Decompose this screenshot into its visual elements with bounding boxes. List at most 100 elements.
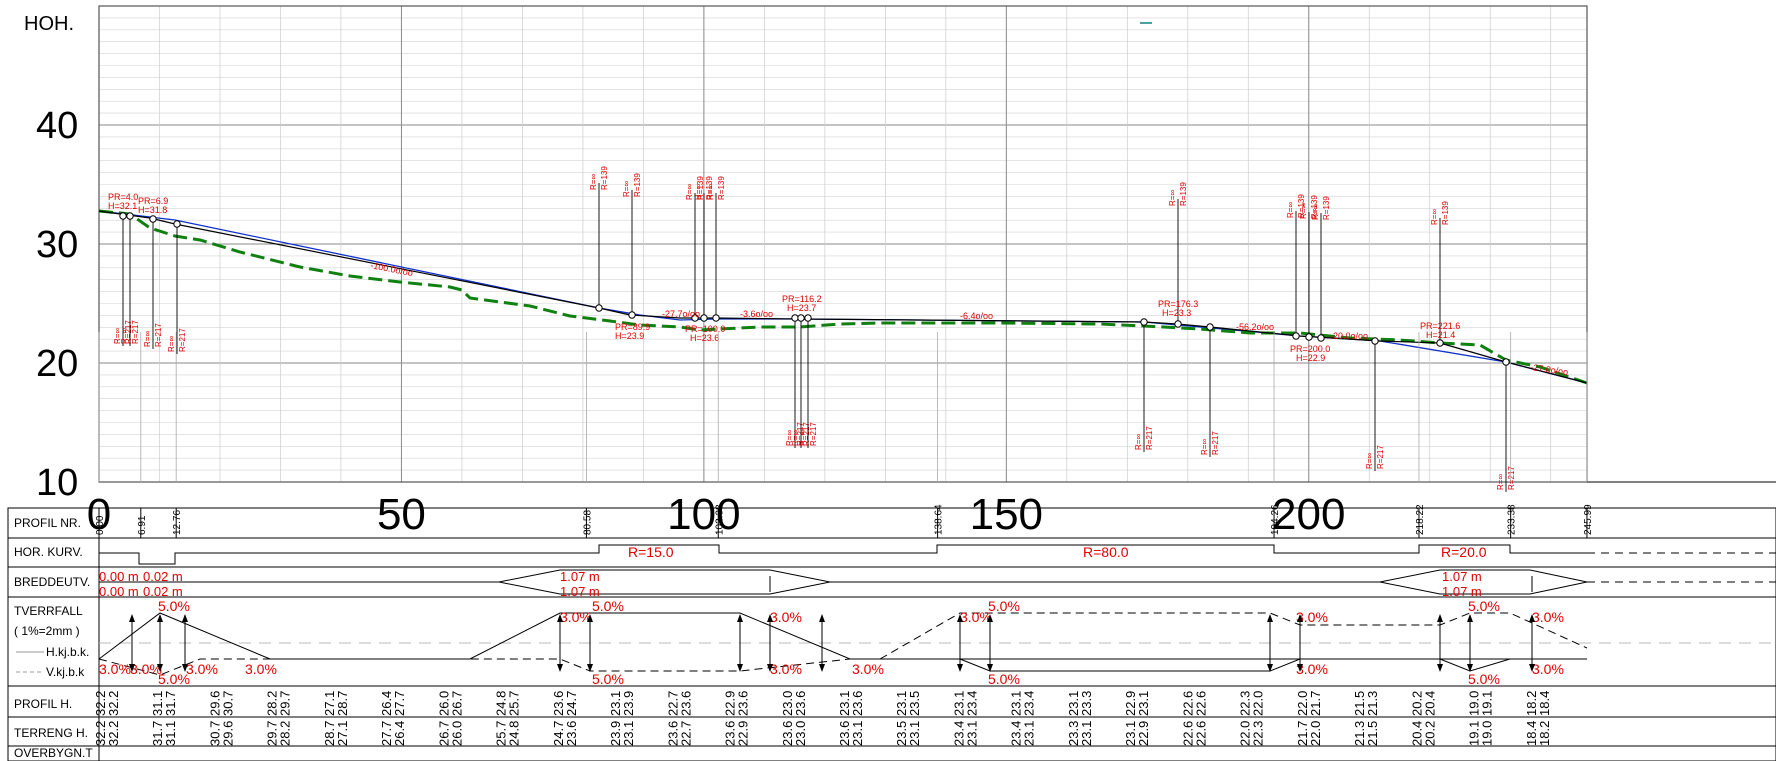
arrow-head bbox=[129, 614, 135, 622]
arrow-head bbox=[1467, 664, 1473, 672]
profil-h-value: 26.4 bbox=[379, 691, 394, 716]
pr-label: PR=116.2 H=23.7 bbox=[782, 294, 822, 313]
terreng-h-value: 23.1 bbox=[1123, 721, 1138, 746]
curve-radius-label: R=217 bbox=[1376, 445, 1385, 469]
profil-h-value: 32.2 bbox=[106, 691, 121, 716]
pr-label: PR=176.3 H=23.3 bbox=[1158, 299, 1198, 318]
profil-h-value: 22.7 bbox=[665, 691, 680, 716]
row-label-hkjbk: H.kj.b.k. bbox=[16, 645, 89, 659]
road-line-blue bbox=[98, 210, 1588, 384]
svg-text:PR=89.9: PR=89.9 bbox=[615, 322, 650, 332]
y-tick-label: 40 bbox=[36, 105, 78, 147]
curve-radius-label: R=∞ bbox=[694, 184, 703, 200]
svg-text:0.02 m: 0.02 m bbox=[143, 584, 183, 599]
svg-text:5.0%: 5.0% bbox=[158, 671, 190, 687]
row-label-profil-nr: PROFIL NR. bbox=[14, 516, 81, 530]
profil-h-value: 23.5 bbox=[907, 691, 922, 716]
profil-h-value: 23.1 bbox=[1009, 691, 1024, 716]
profil-h-value: 24.8 bbox=[494, 691, 509, 716]
tverrfall-row bbox=[98, 612, 1776, 676]
svg-text:3.0%: 3.0% bbox=[99, 661, 131, 677]
svg-text:PR=221.6: PR=221.6 bbox=[1420, 321, 1460, 331]
y-tick-label: 20 bbox=[36, 343, 78, 385]
x-tick-label: 50 bbox=[377, 490, 426, 539]
station-label: 0.00 bbox=[95, 515, 106, 535]
station-label: 194.26 bbox=[1270, 504, 1281, 535]
arrow-head bbox=[587, 614, 593, 622]
y-tick-labels: 40 30 20 10 bbox=[36, 105, 78, 504]
profil-h-value: 28.7 bbox=[335, 691, 350, 716]
svg-text:3.0%: 3.0% bbox=[770, 661, 802, 677]
hor-kurv-row: R=15.0 R=80.0 R=20.0 bbox=[99, 544, 1776, 565]
svg-text:H=23.3: H=23.3 bbox=[1162, 308, 1191, 318]
grade-label: -100.0o/oo bbox=[370, 260, 414, 278]
arrow-head bbox=[587, 664, 593, 672]
profil-h-value: 29.6 bbox=[207, 691, 222, 716]
profil-h-value: 27.7 bbox=[392, 691, 407, 716]
terreng-h-value: 23.1 bbox=[907, 721, 922, 746]
svg-text:3.0%: 3.0% bbox=[560, 609, 592, 625]
y-tick-label: 30 bbox=[36, 224, 78, 266]
arrow-head bbox=[1437, 664, 1443, 672]
svg-text:5.0%: 5.0% bbox=[988, 598, 1020, 614]
row-label-overbygn: OVERBYGN.T bbox=[14, 746, 93, 760]
terreng-h-value: 19.0 bbox=[1480, 721, 1495, 746]
profil-h-value: 22.6 bbox=[1180, 691, 1195, 716]
profil-h-value: 23.1 bbox=[951, 691, 966, 716]
curve-radius-label: R=∞ bbox=[120, 328, 129, 344]
terreng-h-value: 22.0 bbox=[1238, 721, 1253, 746]
terreng-h-value: 26.0 bbox=[449, 721, 464, 746]
station-label: 245.99 bbox=[1583, 504, 1594, 535]
terreng-h-value: 30.7 bbox=[207, 721, 222, 746]
grade-label: -27.7o/oo bbox=[662, 309, 700, 319]
arrow-head bbox=[1297, 664, 1303, 672]
row-label-tverrfall: TVERRFALL bbox=[14, 604, 83, 618]
terreng-h-value: 28.7 bbox=[322, 721, 337, 746]
pr-label: PR=221.6 H=21.4 bbox=[1420, 321, 1460, 340]
station-label: 80.58 bbox=[582, 510, 593, 535]
curve-radius-label: R=∞ bbox=[167, 336, 176, 352]
profile-frame bbox=[98, 5, 1588, 483]
profil-h-value: 25.7 bbox=[507, 691, 522, 716]
svg-text:3.0%: 3.0% bbox=[770, 609, 802, 625]
terreng-h-value: 22.7 bbox=[678, 721, 693, 746]
terreng-h-value: 32.2 bbox=[106, 721, 121, 746]
profil-h-value: 23.4 bbox=[964, 691, 979, 716]
arrow-head bbox=[819, 664, 825, 672]
profil-h-value: 18.4 bbox=[1537, 691, 1552, 716]
arrow-head bbox=[1437, 614, 1443, 622]
hor-kurv-value: R=20.0 bbox=[1441, 544, 1487, 560]
curve-radius-label: R=∞ bbox=[143, 331, 152, 347]
svg-text:5.0%: 5.0% bbox=[158, 598, 190, 614]
terreng-h-value: 19.1 bbox=[1467, 721, 1482, 746]
profil-h-value: 23.9 bbox=[621, 691, 636, 716]
terreng-h-value: 23.6 bbox=[723, 721, 738, 746]
svg-text:H=23.7: H=23.7 bbox=[787, 303, 816, 313]
y-axis-title: HOH. bbox=[24, 13, 74, 35]
marker-point bbox=[1317, 334, 1325, 342]
curve-radius-label: R=217 bbox=[124, 320, 133, 344]
profil-h-value: 24.7 bbox=[564, 691, 579, 716]
arrow-head bbox=[1297, 614, 1303, 622]
terreng-h-value: 29.6 bbox=[220, 721, 235, 746]
curve-radius-label: R=∞ bbox=[1286, 202, 1295, 218]
profil-h-value: 23.3 bbox=[1079, 691, 1094, 716]
curve-radius-label: R=139 bbox=[1310, 195, 1319, 219]
profil-h-value: 22.6 bbox=[1193, 691, 1208, 716]
marker-point bbox=[797, 314, 805, 322]
profil-h-value: 23.1 bbox=[894, 691, 909, 716]
marker-point bbox=[1305, 333, 1313, 341]
svg-text:H.kj.b.k.: H.kj.b.k. bbox=[46, 645, 89, 659]
row-label-vkjbk: V.kj.b.k bbox=[16, 665, 85, 679]
svg-text:0.00 m: 0.00 m bbox=[99, 584, 139, 599]
x-tick-label: 100 bbox=[667, 490, 740, 539]
terreng-h-value: 23.6 bbox=[665, 721, 680, 746]
terreng-h-value: 27.7 bbox=[379, 721, 394, 746]
svg-text:5.0%: 5.0% bbox=[988, 671, 1020, 687]
profile-grid bbox=[98, 5, 1587, 483]
profil-h-value: 23.6 bbox=[551, 691, 566, 716]
data-table bbox=[7, 507, 1776, 761]
profil-h-value: 26.0 bbox=[436, 691, 451, 716]
marker-point bbox=[700, 314, 708, 322]
arrow-head bbox=[1529, 614, 1535, 622]
